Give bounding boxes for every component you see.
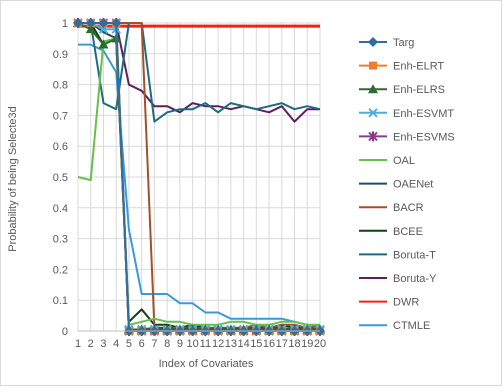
- series-line: [77, 37, 320, 326]
- y-tick-label: 0.5: [53, 172, 68, 184]
- x-tick-label: 12: [212, 338, 224, 350]
- series-ctmle: [78, 43, 321, 329]
- axes: 00.10.20.30.40.50.60.70.80.911 2 3 4 5 6 7 8 9 10…: [53, 18, 326, 350]
- y-tick-label: 0.8: [53, 80, 68, 92]
- y-tick-label: 0.4: [53, 203, 68, 215]
- legend-entry: Boruta-Y: [359, 273, 437, 285]
- legend-entry: Boruta-T: [359, 249, 436, 261]
- legend-label: OAENet: [393, 179, 433, 191]
- x-axis-label: Index of Covariates: [159, 358, 254, 370]
- y-tick-label: 0.7: [53, 110, 68, 122]
- legend-entry: OAENet: [359, 179, 433, 191]
- y-tick-label: 0.1: [53, 295, 68, 307]
- y-tick-label: 0.6: [53, 141, 68, 153]
- x-tick-label: 4: [113, 338, 119, 350]
- legend-entry: DWR: [359, 297, 419, 309]
- y-tick-label: 0: [62, 326, 68, 338]
- x-tick-label: 6: [139, 338, 145, 350]
- x-tick-label: 19: [301, 338, 313, 350]
- data-point: [73, 18, 83, 28]
- series-line: [78, 22, 320, 123]
- legend-label: Boruta-T: [393, 249, 436, 261]
- series-boruta-y: [78, 22, 320, 123]
- data-point: [98, 39, 109, 49]
- legend-label: Enh-ESVMT: [393, 108, 454, 120]
- legend-label: Enh-ESVMS: [393, 131, 455, 143]
- series-line: [78, 43, 321, 329]
- x-tick-label: 13: [225, 338, 237, 350]
- y-tick-label: 0.9: [53, 49, 68, 61]
- x-tick-label: 20: [314, 338, 326, 350]
- x-tick-label: 15: [250, 338, 262, 350]
- data-point: [98, 18, 109, 28]
- legend-label: OAL: [393, 155, 415, 167]
- x-tick-label: 10: [187, 338, 199, 350]
- y-tick-label: 0.3: [53, 234, 68, 246]
- y-tick-label: 1: [62, 18, 68, 30]
- legend-swatch-marker: [368, 131, 378, 142]
- data-point: [85, 18, 96, 28]
- x-tick-label: 18: [288, 338, 300, 350]
- x-tick-label: 11: [200, 338, 211, 350]
- x-tick-label: 2: [88, 338, 94, 350]
- legend-entry: Enh-ESVMS: [359, 131, 455, 143]
- legend-label: Enh-ELRS: [393, 84, 445, 96]
- legend-swatch-marker: [369, 61, 377, 70]
- legend-swatch-marker: [368, 84, 378, 94]
- legend-label: CTMLE: [393, 320, 430, 332]
- legend-label: Targ: [393, 37, 414, 49]
- x-tick-label: 16: [263, 338, 275, 350]
- legend-label: DWR: [393, 297, 419, 309]
- legend-label: Enh-ELRT: [393, 61, 444, 73]
- legend-swatch-marker: [368, 37, 378, 47]
- legend-entry: Enh-ELRT: [359, 61, 444, 73]
- legend-entry: Enh-ELRS: [359, 84, 445, 96]
- legend-entry: OAL: [359, 155, 415, 167]
- data-point: [85, 24, 96, 34]
- x-tick-label: 17: [276, 338, 288, 350]
- data-point: [111, 18, 122, 28]
- legend-label: BACR: [393, 202, 424, 214]
- legend-entry: Targ: [359, 37, 414, 49]
- series-oal: [77, 37, 320, 326]
- legend: Targ Enh-ELRT Enh-ELRS Enh-ESVMT Enh-ESVMS OA…: [359, 37, 455, 332]
- legend-swatch-marker: [368, 108, 378, 118]
- x-tick-label: 3: [100, 338, 106, 350]
- x-tick-label: 9: [177, 338, 183, 350]
- y-axis-label: Probability of being Selecte3d: [7, 106, 19, 252]
- x-tick-label: 5: [126, 338, 132, 350]
- legend-label: Boruta-Y: [393, 273, 437, 285]
- x-tick-label: 1: [75, 338, 81, 350]
- legend-entry: Enh-ESVMT: [359, 108, 454, 120]
- x-tick-label: 7: [151, 338, 157, 350]
- y-tick-label: 0.2: [53, 264, 68, 276]
- legend-entry: BCEE: [359, 226, 423, 238]
- legend-entry: CTMLE: [359, 320, 430, 332]
- legend-label: BCEE: [393, 226, 423, 238]
- legend-entry: BACR: [359, 202, 424, 214]
- x-tick-label: 8: [164, 338, 170, 350]
- series-enh-elrs: [73, 18, 325, 334]
- x-tick-label: 14: [237, 338, 249, 350]
